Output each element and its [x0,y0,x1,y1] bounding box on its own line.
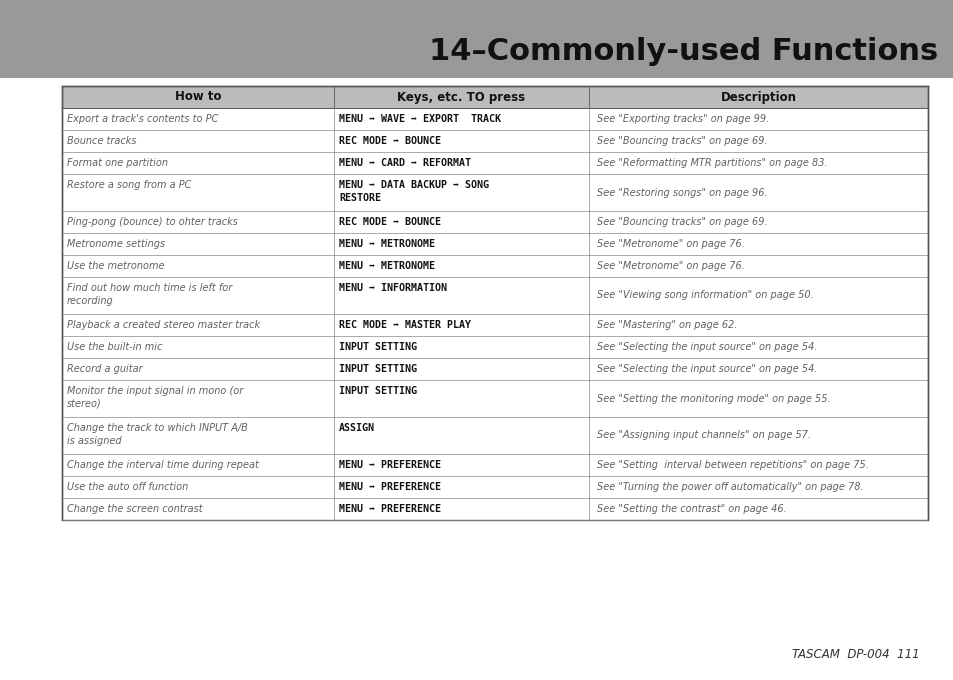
Text: See "Reformatting MTR partitions" on page 83.: See "Reformatting MTR partitions" on pag… [597,158,827,168]
Text: REC MODE ➡ BOUNCE: REC MODE ➡ BOUNCE [338,136,440,146]
Text: MENU ➡ WAVE ➡ EXPORT  TRACK: MENU ➡ WAVE ➡ EXPORT TRACK [338,114,500,124]
Text: See "Metronome" on page 76.: See "Metronome" on page 76. [597,239,744,249]
Text: Playback a created stereo master track: Playback a created stereo master track [67,320,260,330]
Text: MENU ➡ PREFERENCE: MENU ➡ PREFERENCE [338,482,440,492]
Bar [62,336,927,358]
Text: MENU ➡ METRONOME: MENU ➡ METRONOME [338,261,435,271]
Bar [62,277,927,314]
Text: INPUT SETTING: INPUT SETTING [338,364,416,374]
Bar [62,108,927,130]
Bar [62,358,927,380]
Text: See "Assigning input channels" on page 57.: See "Assigning input channels" on page 5… [597,430,810,441]
Text: Change the interval time during repeat: Change the interval time during repeat [67,460,258,470]
Text: Use the built-in mic: Use the built-in mic [67,342,162,352]
Text: Record a guitar: Record a guitar [67,364,143,374]
Bar [62,86,927,520]
Text: See "Selecting the input source" on page 54.: See "Selecting the input source" on page… [597,364,817,374]
Text: Change the screen contrast: Change the screen contrast [67,504,202,514]
Text: MENU ➡ CARD ➡ REFORMAT: MENU ➡ CARD ➡ REFORMAT [338,158,471,168]
Text: See "Turning the power off automatically" on page 78.: See "Turning the power off automatically… [597,482,862,492]
Text: Change the track to which INPUT A/B: Change the track to which INPUT A/B [67,423,248,433]
Text: ASSIGN: ASSIGN [338,423,375,433]
Bar [62,211,927,233]
Text: 14–Commonly-used Functions: 14–Commonly-used Functions [428,37,937,67]
Bar [62,174,927,211]
Text: INPUT SETTING: INPUT SETTING [338,386,416,396]
Bar [62,454,927,476]
Text: RESTORE: RESTORE [338,193,380,203]
Text: Bounce tracks: Bounce tracks [67,136,136,146]
Bar [62,476,927,498]
Text: MENU ➡ PREFERENCE: MENU ➡ PREFERENCE [338,504,440,514]
Text: How to: How to [174,90,221,103]
Text: Ping-pong (bounce) to ohter tracks: Ping-pong (bounce) to ohter tracks [67,217,237,227]
Text: Format one partition: Format one partition [67,158,168,168]
Text: See "Metronome" on page 76.: See "Metronome" on page 76. [597,261,744,271]
Text: Use the metronome: Use the metronome [67,261,164,271]
Text: Export a track's contents to PC: Export a track's contents to PC [67,114,218,124]
Text: Restore a song from a PC: Restore a song from a PC [67,180,192,190]
Text: Use the auto off function: Use the auto off function [67,482,188,492]
Bar [62,314,927,336]
Text: MENU ➡ DATA BACKUP ➡ SONG: MENU ➡ DATA BACKUP ➡ SONG [338,180,489,190]
Text: See "Restoring songs" on page 96.: See "Restoring songs" on page 96. [597,188,767,197]
Bar [62,233,927,255]
Bar [62,86,927,108]
Text: See "Selecting the input source" on page 54.: See "Selecting the input source" on page… [597,342,817,352]
Text: stereo): stereo) [67,399,102,409]
Text: Find out how much time is left for: Find out how much time is left for [67,283,232,293]
Bar [62,255,927,277]
Bar [62,417,927,454]
Text: MENU ➡ INFORMATION: MENU ➡ INFORMATION [338,283,447,293]
Text: See "Exporting tracks" on page 99.: See "Exporting tracks" on page 99. [597,114,768,124]
Text: Keys, etc. TO press: Keys, etc. TO press [397,90,525,103]
Text: See "Setting  interval between repetitions" on page 75.: See "Setting interval between repetition… [597,460,868,470]
Text: See "Setting the contrast" on page 46.: See "Setting the contrast" on page 46. [597,504,786,514]
Text: recording: recording [67,296,113,306]
Text: INPUT SETTING: INPUT SETTING [338,342,416,352]
Text: TASCAM  DP-004  111: TASCAM DP-004 111 [792,649,919,662]
Text: Monitor the input signal in mono (or: Monitor the input signal in mono (or [67,386,243,396]
Text: is assigned: is assigned [67,436,121,446]
Text: MENU ➡ METRONOME: MENU ➡ METRONOME [338,239,435,249]
Text: REC MODE ➡ MASTER PLAY: REC MODE ➡ MASTER PLAY [338,320,471,330]
Bar [0,0,953,78]
Text: MENU ➡ PREFERENCE: MENU ➡ PREFERENCE [338,460,440,470]
Text: See "Bouncing tracks" on page 69.: See "Bouncing tracks" on page 69. [597,136,767,146]
Bar [62,152,927,174]
Bar [62,380,927,417]
Bar [62,130,927,152]
Text: See "Bouncing tracks" on page 69.: See "Bouncing tracks" on page 69. [597,217,767,227]
Text: Metronome settings: Metronome settings [67,239,165,249]
Text: REC MODE ➡ BOUNCE: REC MODE ➡ BOUNCE [338,217,440,227]
Text: Description: Description [720,90,796,103]
Bar [62,498,927,520]
Text: See "Setting the monitoring mode" on page 55.: See "Setting the monitoring mode" on pag… [597,394,830,403]
Text: See "Mastering" on page 62.: See "Mastering" on page 62. [597,320,737,330]
Text: See "Viewing song information" on page 50.: See "Viewing song information" on page 5… [597,290,813,301]
